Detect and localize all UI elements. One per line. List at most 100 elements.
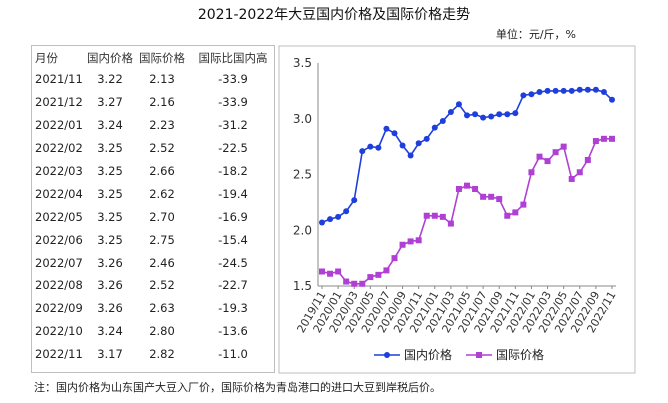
cell-international: 2.52	[149, 278, 175, 293]
data-point	[439, 213, 446, 220]
cell-diff: -22.7	[218, 278, 248, 293]
y-tick-label: 3.5	[293, 56, 312, 70]
cell-month: 2022/10	[35, 324, 83, 339]
data-point	[447, 109, 454, 116]
data-point	[512, 209, 519, 216]
data-point	[568, 175, 575, 182]
data-point	[480, 114, 487, 121]
data-point	[399, 142, 406, 149]
table-row: 2022/09 3.26 2.63 -19.3	[33, 297, 277, 320]
legend-label-domestic: 国内价格	[404, 347, 452, 362]
cell-domestic: 3.25	[97, 141, 123, 156]
data-point	[383, 125, 390, 132]
price-table: 月份 国内价格 国际价格 国际比国内高 2021/11 3.22 2.13 -33.9…	[33, 48, 277, 366]
data-point	[359, 148, 366, 155]
cell-domestic: 3.25	[97, 164, 123, 178]
data-point	[560, 87, 567, 94]
data-point	[335, 213, 342, 220]
line-chart: 1.52.02.53.03.52019/112020/012020/032020…	[278, 45, 636, 374]
data-point	[447, 220, 454, 227]
data-point	[327, 270, 334, 277]
data-point	[600, 88, 607, 95]
header-international: 国际价格	[139, 51, 185, 65]
cell-month: 2022/07	[35, 255, 83, 270]
cell-domestic: 3.26	[97, 301, 123, 316]
cell-diff: -22.5	[218, 141, 248, 156]
header-month: 月份	[35, 51, 58, 65]
legend-marker-international	[476, 352, 482, 358]
cell-international: 2.16	[149, 95, 175, 110]
data-point	[472, 185, 479, 192]
cell-international: 2.70	[149, 209, 175, 224]
cell-domestic: 3.24	[97, 324, 123, 339]
legend-marker-domestic	[384, 352, 390, 358]
table-row: 2022/01 3.24 2.23 -31.2	[33, 114, 277, 137]
cell-international: 2.66	[149, 164, 175, 178]
cell-diff: -16.9	[218, 209, 248, 224]
cell-domestic: 3.27	[97, 95, 123, 110]
cell-international: 2.52	[149, 141, 175, 156]
cell-diff: -13.6	[218, 324, 248, 339]
data-point	[351, 280, 358, 287]
cell-diff: -33.9	[218, 72, 248, 87]
data-point	[431, 124, 438, 131]
data-point	[407, 238, 414, 245]
data-point	[327, 216, 334, 223]
data-point	[584, 86, 591, 93]
cell-domestic: 3.17	[97, 347, 123, 362]
chart-frame	[278, 45, 636, 374]
data-point	[383, 267, 390, 274]
cell-domestic: 3.26	[97, 278, 123, 293]
data-point	[488, 193, 495, 200]
cell-domestic: 3.25	[97, 186, 123, 201]
data-point	[528, 169, 535, 176]
table-row: 2022/11 3.17 2.82 -11.0	[33, 343, 277, 366]
data-point	[488, 113, 495, 120]
cell-diff: -15.4	[218, 232, 248, 247]
y-tick-label: 2.0	[293, 223, 312, 237]
table-row: 2021/11 3.22 2.13 -33.9	[33, 68, 277, 91]
data-point	[343, 278, 350, 285]
data-point	[319, 268, 325, 275]
cell-domestic: 3.24	[97, 118, 123, 133]
data-point	[319, 219, 325, 226]
cell-diff: -24.5	[218, 255, 248, 270]
cell-international: 2.80	[149, 324, 175, 339]
cell-diff: -19.3	[218, 301, 248, 316]
unit-label: 单位：元/斤，%	[495, 28, 576, 41]
y-tick-label: 1.5	[293, 279, 312, 293]
data-point	[512, 110, 519, 117]
data-point	[544, 87, 551, 94]
data-point	[407, 152, 414, 159]
table-row: 2022/08 3.26 2.52 -22.7	[33, 274, 277, 297]
chart-title: 2021-2022年大豆国内价格及国际价格走势	[197, 7, 471, 23]
cell-month: 2022/06	[35, 232, 83, 247]
data-point	[504, 111, 511, 118]
data-point	[576, 86, 583, 93]
cell-diff: -18.2	[218, 164, 248, 178]
data-point	[359, 280, 366, 287]
data-point	[552, 87, 559, 94]
legend-label-international: 国际价格	[496, 347, 544, 362]
series-line-1	[321, 88, 613, 224]
cell-month: 2022/02	[35, 141, 83, 156]
data-point	[464, 182, 470, 189]
data-point	[455, 101, 462, 108]
cell-month: 2022/11	[35, 347, 83, 362]
y-tick-label: 2.5	[293, 168, 312, 182]
cell-month: 2022/08	[35, 278, 83, 293]
y-tick-label: 3.0	[293, 112, 312, 126]
data-point	[367, 274, 374, 281]
data-point	[609, 96, 615, 103]
cell-domestic: 3.26	[97, 255, 123, 270]
data-point	[415, 237, 422, 244]
cell-international: 2.62	[149, 186, 175, 201]
data-point	[600, 135, 607, 142]
data-point	[423, 212, 430, 219]
cell-month: 2022/09	[35, 301, 83, 316]
data-point	[528, 91, 535, 98]
data-point	[423, 135, 430, 142]
data-point	[496, 111, 503, 118]
data-point	[536, 153, 543, 160]
cell-diff: -19.4	[218, 186, 248, 201]
